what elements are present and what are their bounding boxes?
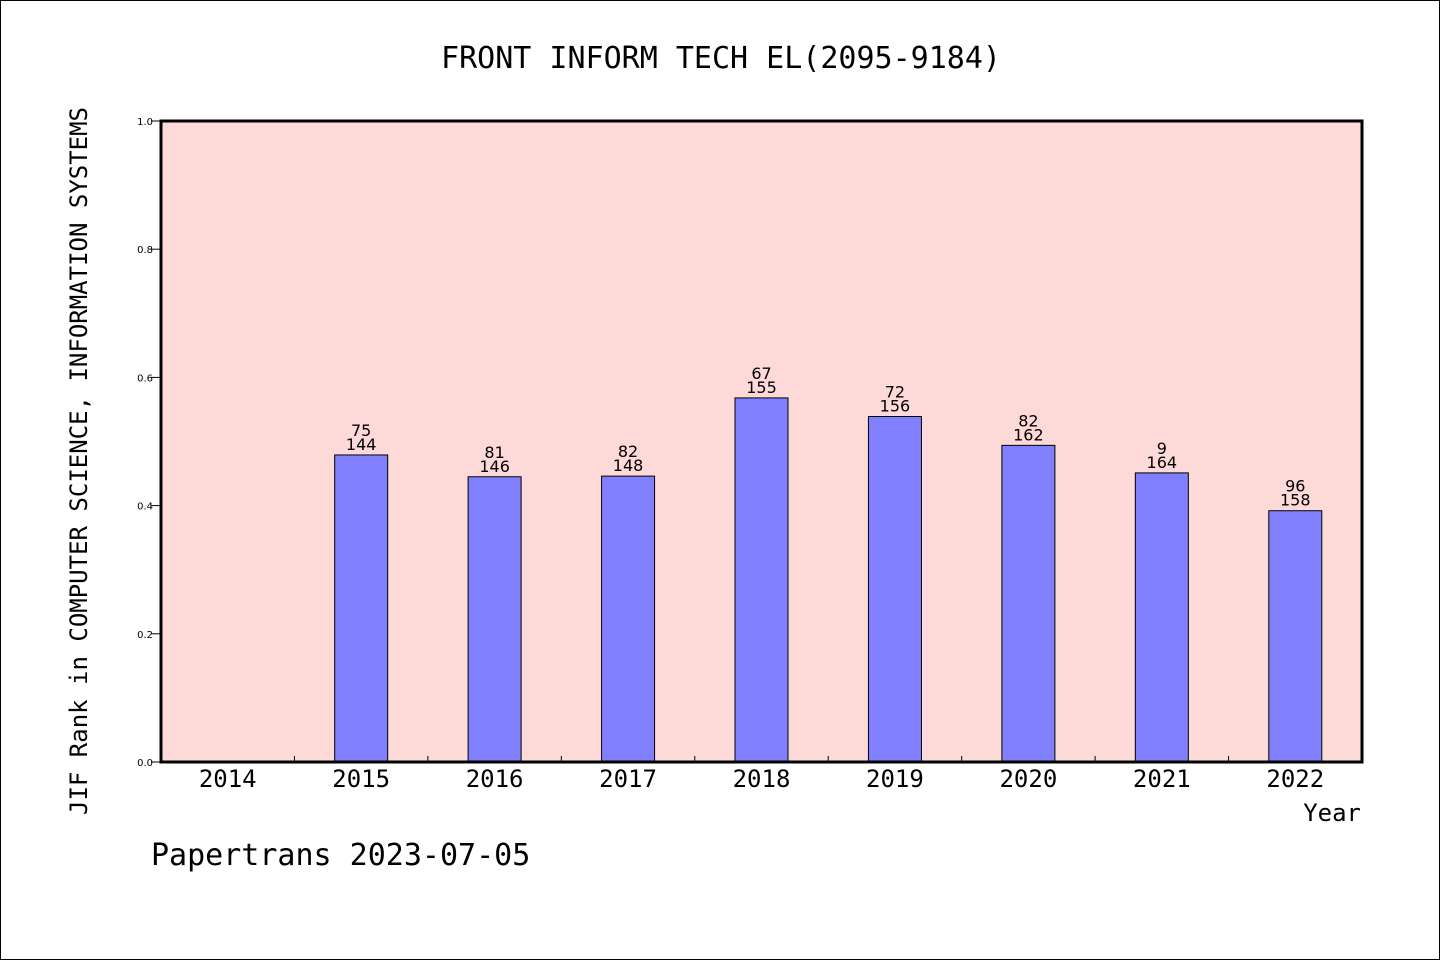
bar-rank-label: 9 (1157, 439, 1167, 458)
bar-rank-label: 82 (618, 442, 638, 461)
bar-total-label: 155 (746, 378, 777, 397)
bar-2018 (734, 397, 789, 763)
y-tick-label: 1.0 (137, 117, 153, 128)
x-tick-label: 2016 (466, 765, 524, 793)
bar-total-label: 148 (613, 456, 644, 475)
x-axis-label: Year (1303, 799, 1361, 827)
bar-rank-label: 67 (751, 364, 771, 383)
x-tick-label: 2022 (1266, 765, 1324, 793)
bar-2019 (867, 416, 922, 763)
y-tick-label: 0.2 (137, 630, 153, 641)
bar-2017 (601, 475, 656, 763)
y-tick-label: 0.8 (137, 245, 153, 256)
plot-border (159, 119, 1364, 764)
y-tick-label: 0.6 (137, 373, 153, 384)
watermark-text: Papertrans 2023-07-05 (151, 838, 530, 873)
x-tick-label: 2020 (999, 765, 1057, 793)
bar-2015 (334, 454, 389, 763)
bar-2021 (1134, 472, 1189, 763)
bars-layer (334, 397, 1323, 763)
bar-2016 (467, 476, 522, 763)
bar-total-label: 146 (479, 457, 510, 476)
bar-total-label: 164 (1147, 453, 1178, 472)
bar-total-label: 162 (1013, 425, 1044, 444)
y-tick-label: 0.0 (137, 758, 153, 769)
x-tick-label: 2021 (1133, 765, 1191, 793)
x-tick-label: 2019 (866, 765, 924, 793)
bar-2022 (1268, 510, 1323, 763)
bar-rank-label: 75 (351, 421, 371, 440)
x-tick-label: 2018 (733, 765, 791, 793)
chart-title: FRONT INFORM TECH EL(2095-9184) (441, 41, 1001, 76)
bar-total-label: 144 (346, 435, 377, 454)
y-axis-label: JIF Rank in COMPUTER SCIENCE, INFORMATIO… (65, 107, 93, 815)
bar-total-label: 156 (880, 397, 911, 416)
x-tick-label: 2015 (332, 765, 390, 793)
bar-rank-label: 81 (484, 443, 504, 462)
bar-rank-label: 96 (1285, 477, 1305, 496)
bar-rank-label: 72 (885, 383, 905, 402)
bar-rank-label: 82 (1018, 411, 1038, 430)
bar-2020 (1001, 444, 1056, 763)
y-tick-label: 0.4 (137, 502, 153, 513)
x-tick-label: 2017 (599, 765, 657, 793)
x-tick-label: 2014 (199, 765, 257, 793)
bar-total-label: 158 (1280, 491, 1311, 510)
